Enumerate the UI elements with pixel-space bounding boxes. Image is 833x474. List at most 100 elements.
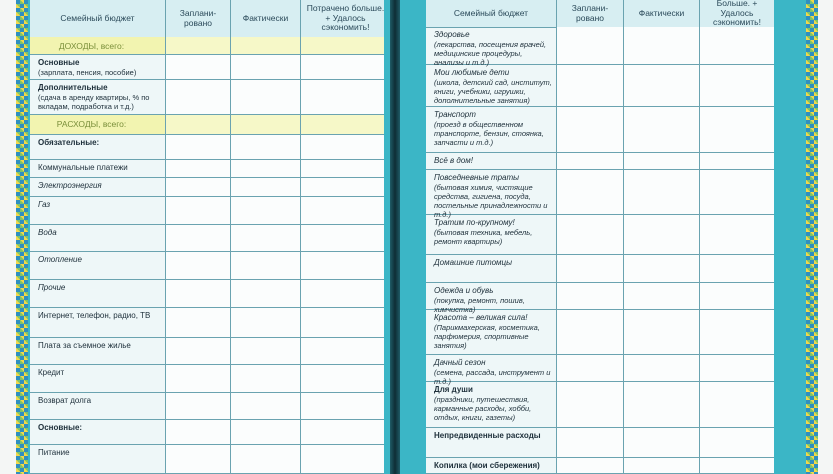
entry-cell [699,255,774,282]
right-sheet: Семейный бюджет Заплани-ровано Фактически Б… [426,0,774,474]
row-title: Тратим по-крупному! [434,218,515,227]
entry-cell [699,382,774,427]
row-note: (бытовая техника, мебель, ремонт квартир… [434,227,533,246]
entry-cell [165,420,231,444]
entry-cell [165,338,231,364]
entry-cell [623,428,700,457]
entry-cell [699,310,774,354]
entry-cell [556,27,624,64]
entry-cell [300,115,384,134]
entry-cell [230,197,301,224]
entry-cell [300,280,384,307]
row-label: Прочие [38,283,161,293]
entry-cell [165,365,231,392]
entry-cell [556,310,624,354]
row-title: ДОХОДЫ, всего: [58,41,125,51]
row-label: Плата за съемное жилье [38,341,161,351]
entry-cell [300,338,384,364]
entry-cell [165,197,231,224]
table-row: ДОХОДЫ, всего: [30,37,384,55]
row-note: (лекарства, посещения врачей, медицински… [434,39,547,67]
row-label: ДОХОДЫ, всего: [30,41,153,51]
row-title: Домашние питомцы [434,258,512,267]
entry-cell [230,80,301,114]
row-label: Интернет, телефон, радио, ТВ [38,311,161,321]
entry-cell [623,382,700,427]
entry-cell [300,160,384,177]
entry-cell [699,27,774,64]
row-title: Возврат долга [38,396,92,405]
entry-cell [556,65,624,106]
entry-cell [300,225,384,251]
entry-cell [699,283,774,309]
entry-cell [623,215,700,254]
row-label: Кредит [38,368,161,378]
entry-cell [623,283,700,309]
row-label: Здоровье (лекарства, посещения врачей, ме… [434,30,552,67]
row-title: Коммунальные платежи [38,163,128,172]
entry-cell [300,252,384,279]
entry-cell [230,445,301,473]
table-row: Обязательные: [30,135,384,160]
row-label: Копилка (мои сбережения) [434,461,552,471]
row-title: Непредвиденные расходы [434,431,541,440]
row-label: Газ [38,200,161,210]
entry-cell [556,428,624,457]
table-row: Плата за съемное жилье [30,338,384,365]
row-title: Всё в дом! [434,156,473,165]
entry-cell [230,393,301,419]
left-sheet: Семейный бюджет Заплани-ровано Фактически П… [30,0,384,474]
entry-cell [165,280,231,307]
entry-cell [699,65,774,106]
entry-cell [300,80,384,114]
entry-cell [623,170,700,214]
row-note: (зарплата, пенсия, пособие) [38,67,137,77]
table-row: Красота – великая сила! (Парикмахерская, … [426,310,774,355]
row-label: РАСХОДЫ, всего: [30,119,153,129]
row-title: Красота – великая сила! [434,313,528,322]
entry-cell [623,65,700,106]
row-label: Дополнительные (сдача в аренду квартиры, … [38,83,161,111]
row-note: (покупка, ремонт, пошив, химчистка) [434,295,525,314]
table-row: Электроэнергия [30,178,384,197]
right-page: Семейный бюджет Заплани-ровано Фактически Б… [400,0,818,474]
table-row: Прочие [30,280,384,308]
entry-cell [699,215,774,254]
row-label: Непредвиденные расходы [434,431,552,441]
entry-cell [556,107,624,152]
entry-cell [230,225,301,251]
entry-cell [230,280,301,307]
row-title: Здоровье [434,30,470,39]
row-title: Повседневные траты [434,173,520,182]
left-page: Семейный бюджет Заплани-ровано Фактически П… [16,0,390,474]
row-label: Отопление [38,255,161,265]
entry-cell [623,27,700,64]
row-title: Основные: [38,423,83,432]
entry-cell [300,365,384,392]
row-title: Питание [38,448,70,457]
row-title: Обязательные: [38,138,100,147]
entry-cell [165,252,231,279]
entry-cell [556,215,624,254]
entry-cell [556,458,624,473]
column-header: Больше. + Удалось сэкономить! [699,0,774,27]
table-row: Дачный сезон (семена, рассада, инструмент… [426,355,774,386]
row-note: (праздники, путешествия, карманные расхо… [434,394,532,422]
row-title: Основные [38,58,80,67]
row-label: Основные: [38,423,161,433]
row-title: Кредит [38,368,65,377]
entry-cell [300,393,384,419]
column-header: Заплани-ровано [556,0,623,27]
table-row: Отопление [30,252,384,280]
entry-cell [165,225,231,251]
entry-cell [623,458,700,473]
table-header: Семейный бюджет Заплани-ровано Фактически П… [30,0,384,38]
entry-cell [300,55,384,79]
entry-cell [165,55,231,79]
entry-cell [699,428,774,457]
entry-cell [230,420,301,444]
column-header: Заплани-ровано [165,0,230,37]
row-label: Возврат долга [38,396,161,406]
row-title: Электроэнергия [38,181,102,190]
